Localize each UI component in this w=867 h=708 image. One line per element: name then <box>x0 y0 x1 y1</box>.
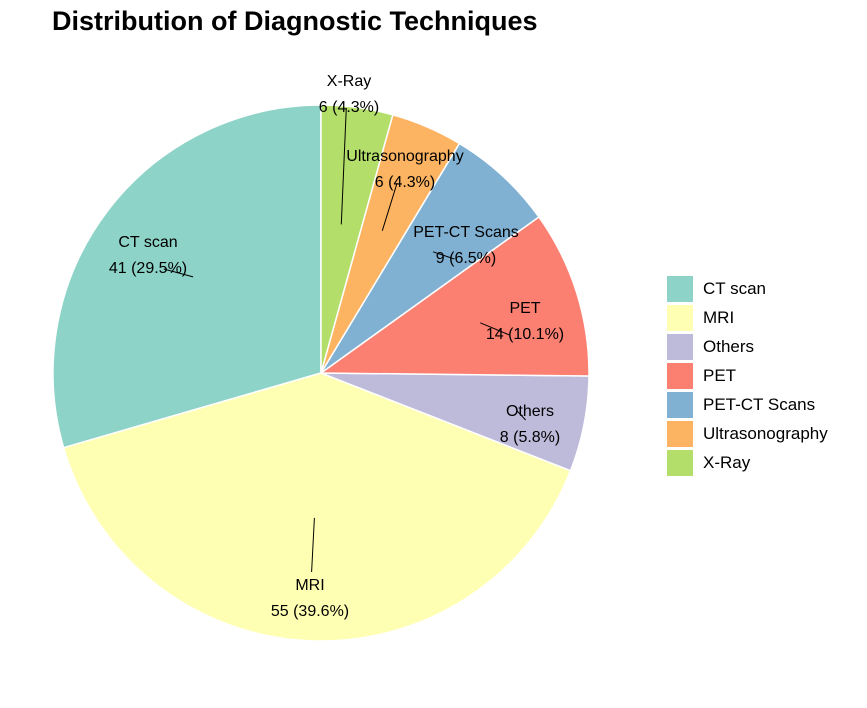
legend-swatch-mri <box>667 304 693 331</box>
slice-value-mri: 55 (39.6%) <box>271 603 349 620</box>
slice-label-mri: MRI <box>295 577 324 594</box>
legend-item-pet: PET <box>667 361 828 390</box>
legend: CT scan MRI Others PET PET-CT Scans Ultrasono… <box>667 274 828 477</box>
slice-value-pet-ct-scans: 9 (6.5%) <box>436 250 496 267</box>
slice-value-others: 8 (5.8%) <box>500 429 560 446</box>
legend-swatch-ultrasonography <box>667 420 693 447</box>
slice-label-ct-scan: CT scan <box>118 234 177 251</box>
slice-value-x-ray: 6 (4.3%) <box>319 99 379 116</box>
pie-slice-mri <box>62 372 572 642</box>
legend-label-pet-ct-scans: PET-CT Scans <box>703 394 816 414</box>
legend-swatch-x-ray <box>667 449 693 476</box>
legend-swatch-pet <box>667 362 693 389</box>
leader-line-mri <box>311 517 315 573</box>
leader-line-pet-ct-scans <box>432 251 455 260</box>
legend-item-ct-scan: CT scan <box>667 274 828 303</box>
leader-line-pet <box>480 322 510 336</box>
slice-label-pet: PET <box>509 300 540 317</box>
legend-label-pet: PET <box>703 365 737 385</box>
pie-slice-ct-scan <box>52 104 322 449</box>
legend-label-others: Others <box>703 336 755 356</box>
pie-slice-x-ray <box>320 104 394 374</box>
legend-swatch-pet-ct-scans <box>667 391 693 418</box>
legend-item-others: Others <box>667 332 828 361</box>
legend-item-mri: MRI <box>667 303 828 332</box>
chart-title: Distribution of Diagnostic Techniques <box>52 6 538 36</box>
legend-item-x-ray: X-Ray <box>667 448 828 477</box>
slice-label-others: Others <box>506 403 554 420</box>
legend-label-ct-scan: CT scan <box>703 278 766 298</box>
legend-label-mri: MRI <box>703 307 735 327</box>
slice-label-ultrasonography: Ultrasonography <box>346 148 463 165</box>
leader-line-ultrasonography <box>381 182 398 231</box>
slice-label-x-ray: X-Ray <box>327 73 371 90</box>
slice-value-pet: 14 (10.1%) <box>486 326 564 343</box>
legend-label-x-ray: X-Ray <box>703 452 751 472</box>
legend-swatch-ct-scan <box>667 275 693 302</box>
slice-value-ultrasonography: 6 (4.3%) <box>375 174 435 191</box>
leader-line-others <box>516 410 526 421</box>
slice-value-ct-scan: 41 (29.5%) <box>109 260 187 277</box>
leader-line-ct-scan <box>163 268 194 278</box>
slice-label-pet-ct-scans: PET-CT Scans <box>413 224 519 241</box>
pie-slice-pet <box>318 215 590 377</box>
legend-swatch-others <box>667 333 693 360</box>
leader-line-x-ray <box>340 107 347 225</box>
legend-item-ultrasonography: Ultrasonography <box>667 419 828 448</box>
legend-label-ultrasonography: Ultrasonography <box>703 423 828 443</box>
legend-item-pet-ct-scans: PET-CT Scans <box>667 390 828 419</box>
